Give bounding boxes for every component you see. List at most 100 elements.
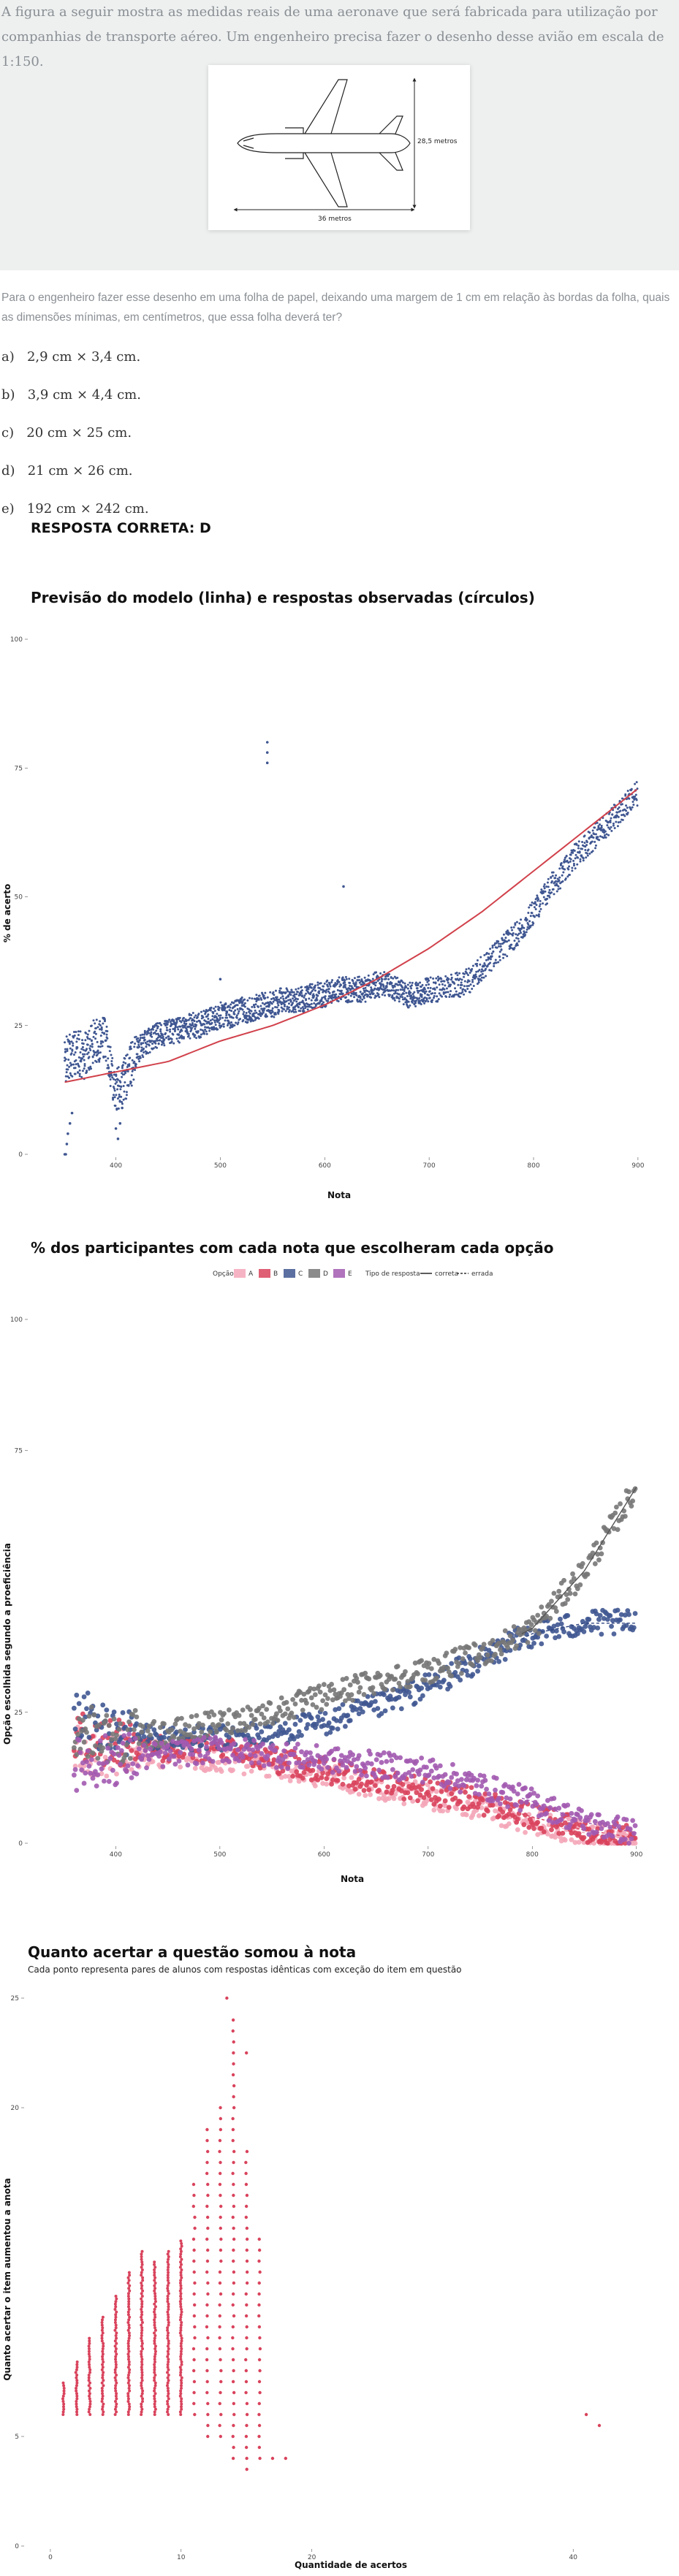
option-D-point [630, 1498, 636, 1504]
legend-option-label: B [273, 1270, 278, 1278]
observed-point [81, 1053, 84, 1056]
option-D-point [235, 1728, 240, 1734]
option-A-point [241, 1771, 247, 1777]
observed-point [471, 967, 474, 970]
option-A-point [219, 1769, 224, 1774]
gain-point [114, 2384, 118, 2388]
option-E-point [437, 1763, 443, 1769]
gain-point [101, 2331, 105, 2335]
x-tick-label: 500 [214, 1162, 227, 1170]
option-E-point [148, 1746, 153, 1752]
observed-point [392, 989, 395, 992]
option-A-point [431, 1807, 437, 1813]
observed-point [270, 1015, 273, 1018]
observed-point [274, 989, 277, 992]
option-C-point [246, 1735, 252, 1741]
option-E-point [389, 1758, 395, 1764]
observed-point [129, 1056, 132, 1059]
gain-point [100, 2339, 104, 2343]
option-text: 192 cm × 242 cm. [26, 501, 149, 517]
option-c[interactable]: c) 20 cm × 25 cm. [1, 425, 132, 441]
observed-point [305, 999, 308, 1002]
option-E-point [273, 1765, 279, 1770]
option-b[interactable]: b) 3,9 cm × 4,4 cm. [1, 387, 141, 403]
option-E-point [97, 1738, 103, 1744]
observed-point [93, 1053, 96, 1056]
observed-point [265, 1015, 268, 1018]
observed-point [71, 1075, 74, 1078]
option-E-point [273, 1748, 278, 1753]
option-C-point [556, 1634, 562, 1639]
observed-point [597, 825, 600, 828]
gain-point [75, 2363, 79, 2366]
y-tick-label: 50 [15, 894, 23, 902]
observed-point [634, 793, 637, 796]
observed-point [257, 1017, 260, 1020]
observed-point [250, 1010, 253, 1013]
observed-point [511, 934, 514, 937]
observed-point [75, 1040, 78, 1043]
observed-point [77, 1062, 80, 1065]
option-D-point [412, 1660, 418, 1666]
observed-point [518, 922, 521, 925]
option-D-point [456, 1661, 462, 1666]
observed-point [581, 847, 584, 850]
observed-point [95, 1060, 98, 1063]
option-D-point [285, 1706, 291, 1712]
observed-point [151, 1035, 153, 1038]
observed-point [142, 1056, 145, 1059]
option-a[interactable]: a) 2,9 cm × 3,4 cm. [1, 349, 140, 365]
option-D-point [325, 1696, 330, 1702]
option-e[interactable]: e) 192 cm × 242 cm. [1, 501, 149, 517]
observed-point [394, 991, 397, 994]
observed-point [311, 990, 314, 993]
observed-point [64, 1056, 67, 1059]
option-D-point [590, 1550, 596, 1556]
observed-point [152, 1047, 155, 1050]
option-D-point [498, 1651, 504, 1657]
observed-point [403, 997, 406, 999]
observed-point [502, 941, 505, 944]
observed-point [363, 997, 365, 999]
option-E-point [449, 1775, 455, 1780]
option-C-point [282, 1720, 288, 1726]
option-B-point [290, 1773, 295, 1779]
gain-point [62, 2402, 66, 2406]
observed-point [189, 1017, 192, 1020]
option-E-point [452, 1782, 458, 1787]
observed-point [85, 1032, 88, 1034]
option-D-point [316, 1683, 322, 1689]
observed-point [251, 1005, 254, 1008]
option-d[interactable]: d) 21 cm × 26 cm. [1, 463, 133, 479]
observed-point [607, 812, 610, 815]
option-E-point [301, 1759, 307, 1765]
observed-point [531, 912, 534, 915]
observed-point [321, 997, 324, 999]
observed-point [458, 978, 461, 980]
observed-point [204, 1026, 207, 1029]
option-A-point [498, 1823, 504, 1829]
observed-point [589, 836, 592, 839]
observed-point [247, 1018, 250, 1021]
observed-point [596, 821, 599, 824]
gain-point [113, 2371, 117, 2374]
observed-point [179, 1025, 182, 1028]
observed-point [418, 997, 421, 999]
option-B-point [401, 1796, 407, 1802]
option-E-point [292, 1745, 298, 1751]
option-B-point [461, 1804, 467, 1810]
option-C-point [625, 1608, 631, 1614]
observed-point [137, 1041, 140, 1044]
option-C-point [299, 1732, 304, 1738]
observed-point [438, 992, 441, 995]
observed-point [235, 1016, 238, 1019]
observed-point [316, 981, 319, 984]
observed-point [134, 1035, 137, 1038]
gain-point [62, 2407, 66, 2411]
observed-point [424, 1000, 427, 1003]
option-E-point [303, 1750, 309, 1755]
option-E-point [599, 1826, 604, 1832]
gain-point [114, 2360, 118, 2363]
gain-point [114, 2394, 118, 2398]
observed-point [379, 986, 382, 989]
